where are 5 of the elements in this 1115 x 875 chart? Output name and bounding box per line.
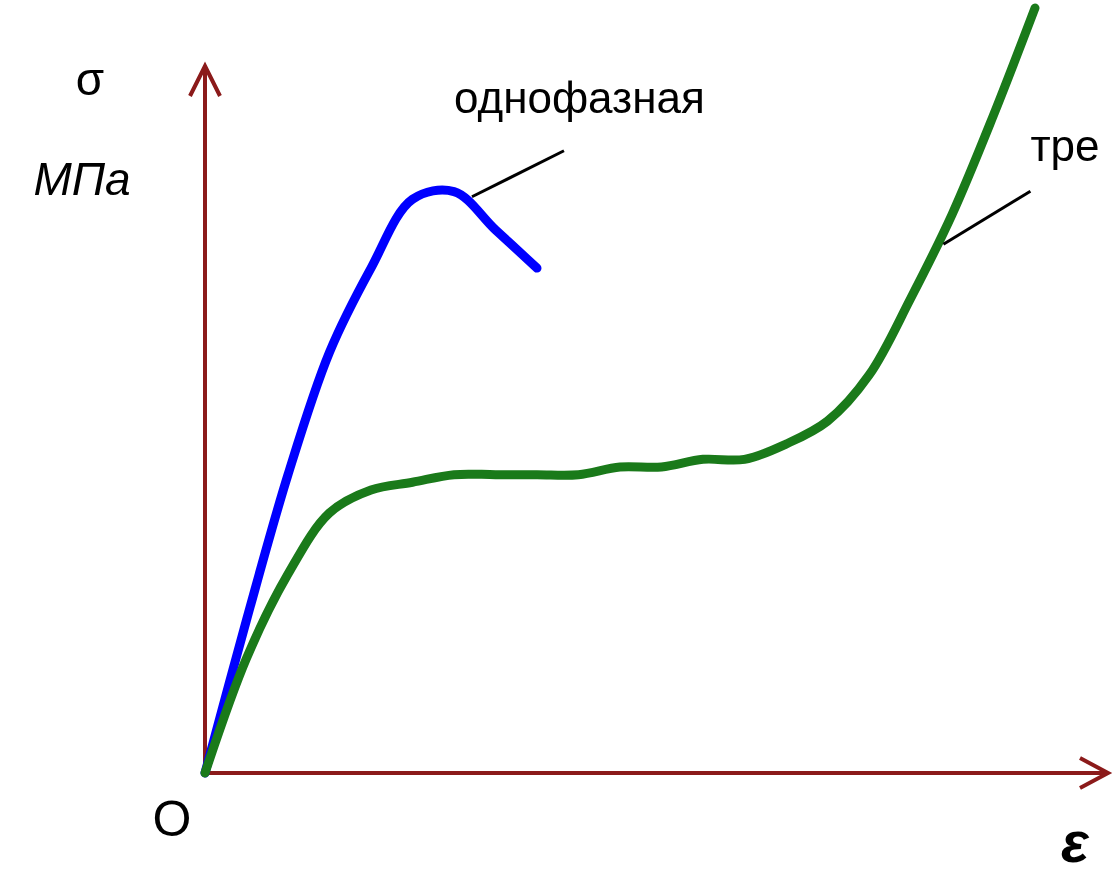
text: O — [152, 791, 192, 847]
x-axis-title: ε — [1061, 809, 1091, 874]
series-label: тре — [1030, 121, 1100, 171]
series-label: однофазная — [453, 72, 705, 122]
y-axis-title: σ МПа — [33, 53, 131, 205]
